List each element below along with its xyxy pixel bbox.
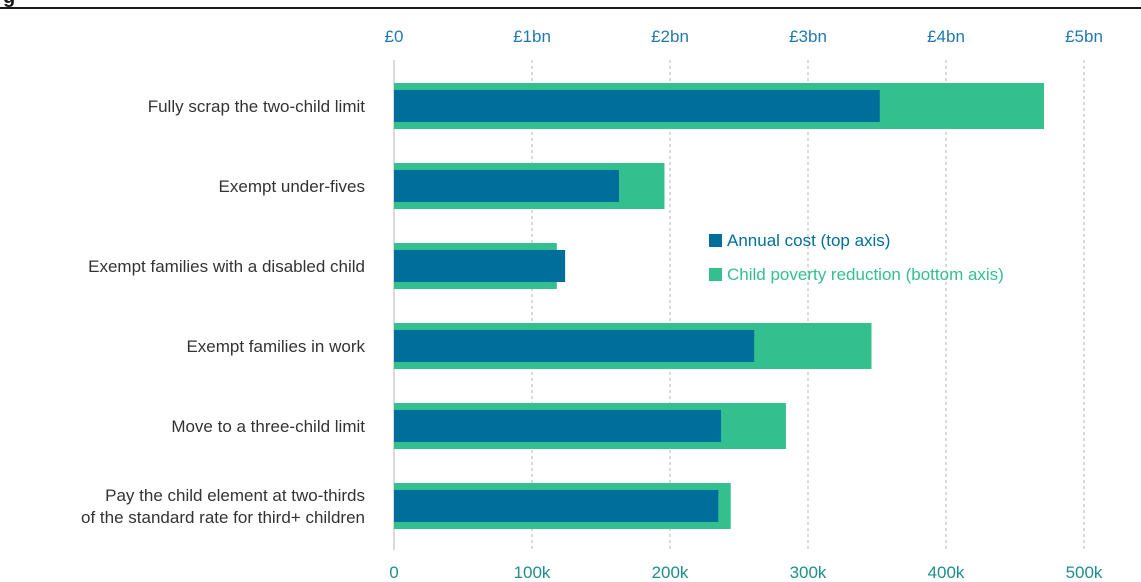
top-axis: £0 £1bn £2bn £3bn £4bn £5bn: [385, 27, 1103, 46]
category-label: Exempt under-fives: [219, 177, 365, 196]
top-tick-label: £5bn: [1065, 27, 1103, 46]
bottom-tick-label: 300k: [790, 563, 827, 582]
bars: [394, 83, 1044, 529]
legend-swatch: [709, 268, 722, 281]
legend-label: Child poverty reduction (bottom axis): [727, 265, 1004, 284]
bar-annual-cost: [394, 490, 719, 522]
top-tick-label: £0: [385, 27, 404, 46]
top-tick-label: £4bn: [927, 27, 965, 46]
bar-annual-cost: [394, 410, 722, 442]
bottom-tick-label: 0: [389, 563, 398, 582]
legend-swatch: [709, 234, 722, 247]
bottom-tick-label: 100k: [514, 563, 551, 582]
gridlines: [393, 60, 1085, 550]
bar-annual-cost: [394, 90, 880, 122]
top-tick-label: £1bn: [513, 27, 551, 46]
legend-label: Annual cost (top axis): [727, 231, 890, 250]
bottom-tick-label: 500k: [1066, 563, 1103, 582]
category-label: of the standard rate for third+ children: [81, 508, 365, 527]
category-label: Exempt families with a disabled child: [88, 257, 365, 276]
category-label: Move to a three-child limit: [171, 417, 365, 436]
chart-title-fragment: g: [3, 0, 15, 8]
legend: Annual cost (top axis) Child poverty redu…: [709, 231, 1004, 284]
top-tick-label: £3bn: [789, 27, 827, 46]
category-label: Exempt families in work: [186, 337, 365, 356]
bar-annual-cost: [394, 250, 566, 282]
bar-annual-cost: [394, 330, 755, 362]
category-label: Fully scrap the two-child limit: [148, 97, 366, 116]
bottom-tick-label: 400k: [928, 563, 965, 582]
category-label: Pay the child element at two-thirds: [105, 486, 365, 505]
bottom-tick-label: 200k: [652, 563, 689, 582]
category-labels: Fully scrap the two-child limit Exempt un…: [81, 97, 365, 527]
bottom-axis: 0 100k 200k 300k 400k 500k: [389, 563, 1103, 582]
bar-annual-cost: [394, 170, 619, 202]
top-tick-label: £2bn: [651, 27, 689, 46]
